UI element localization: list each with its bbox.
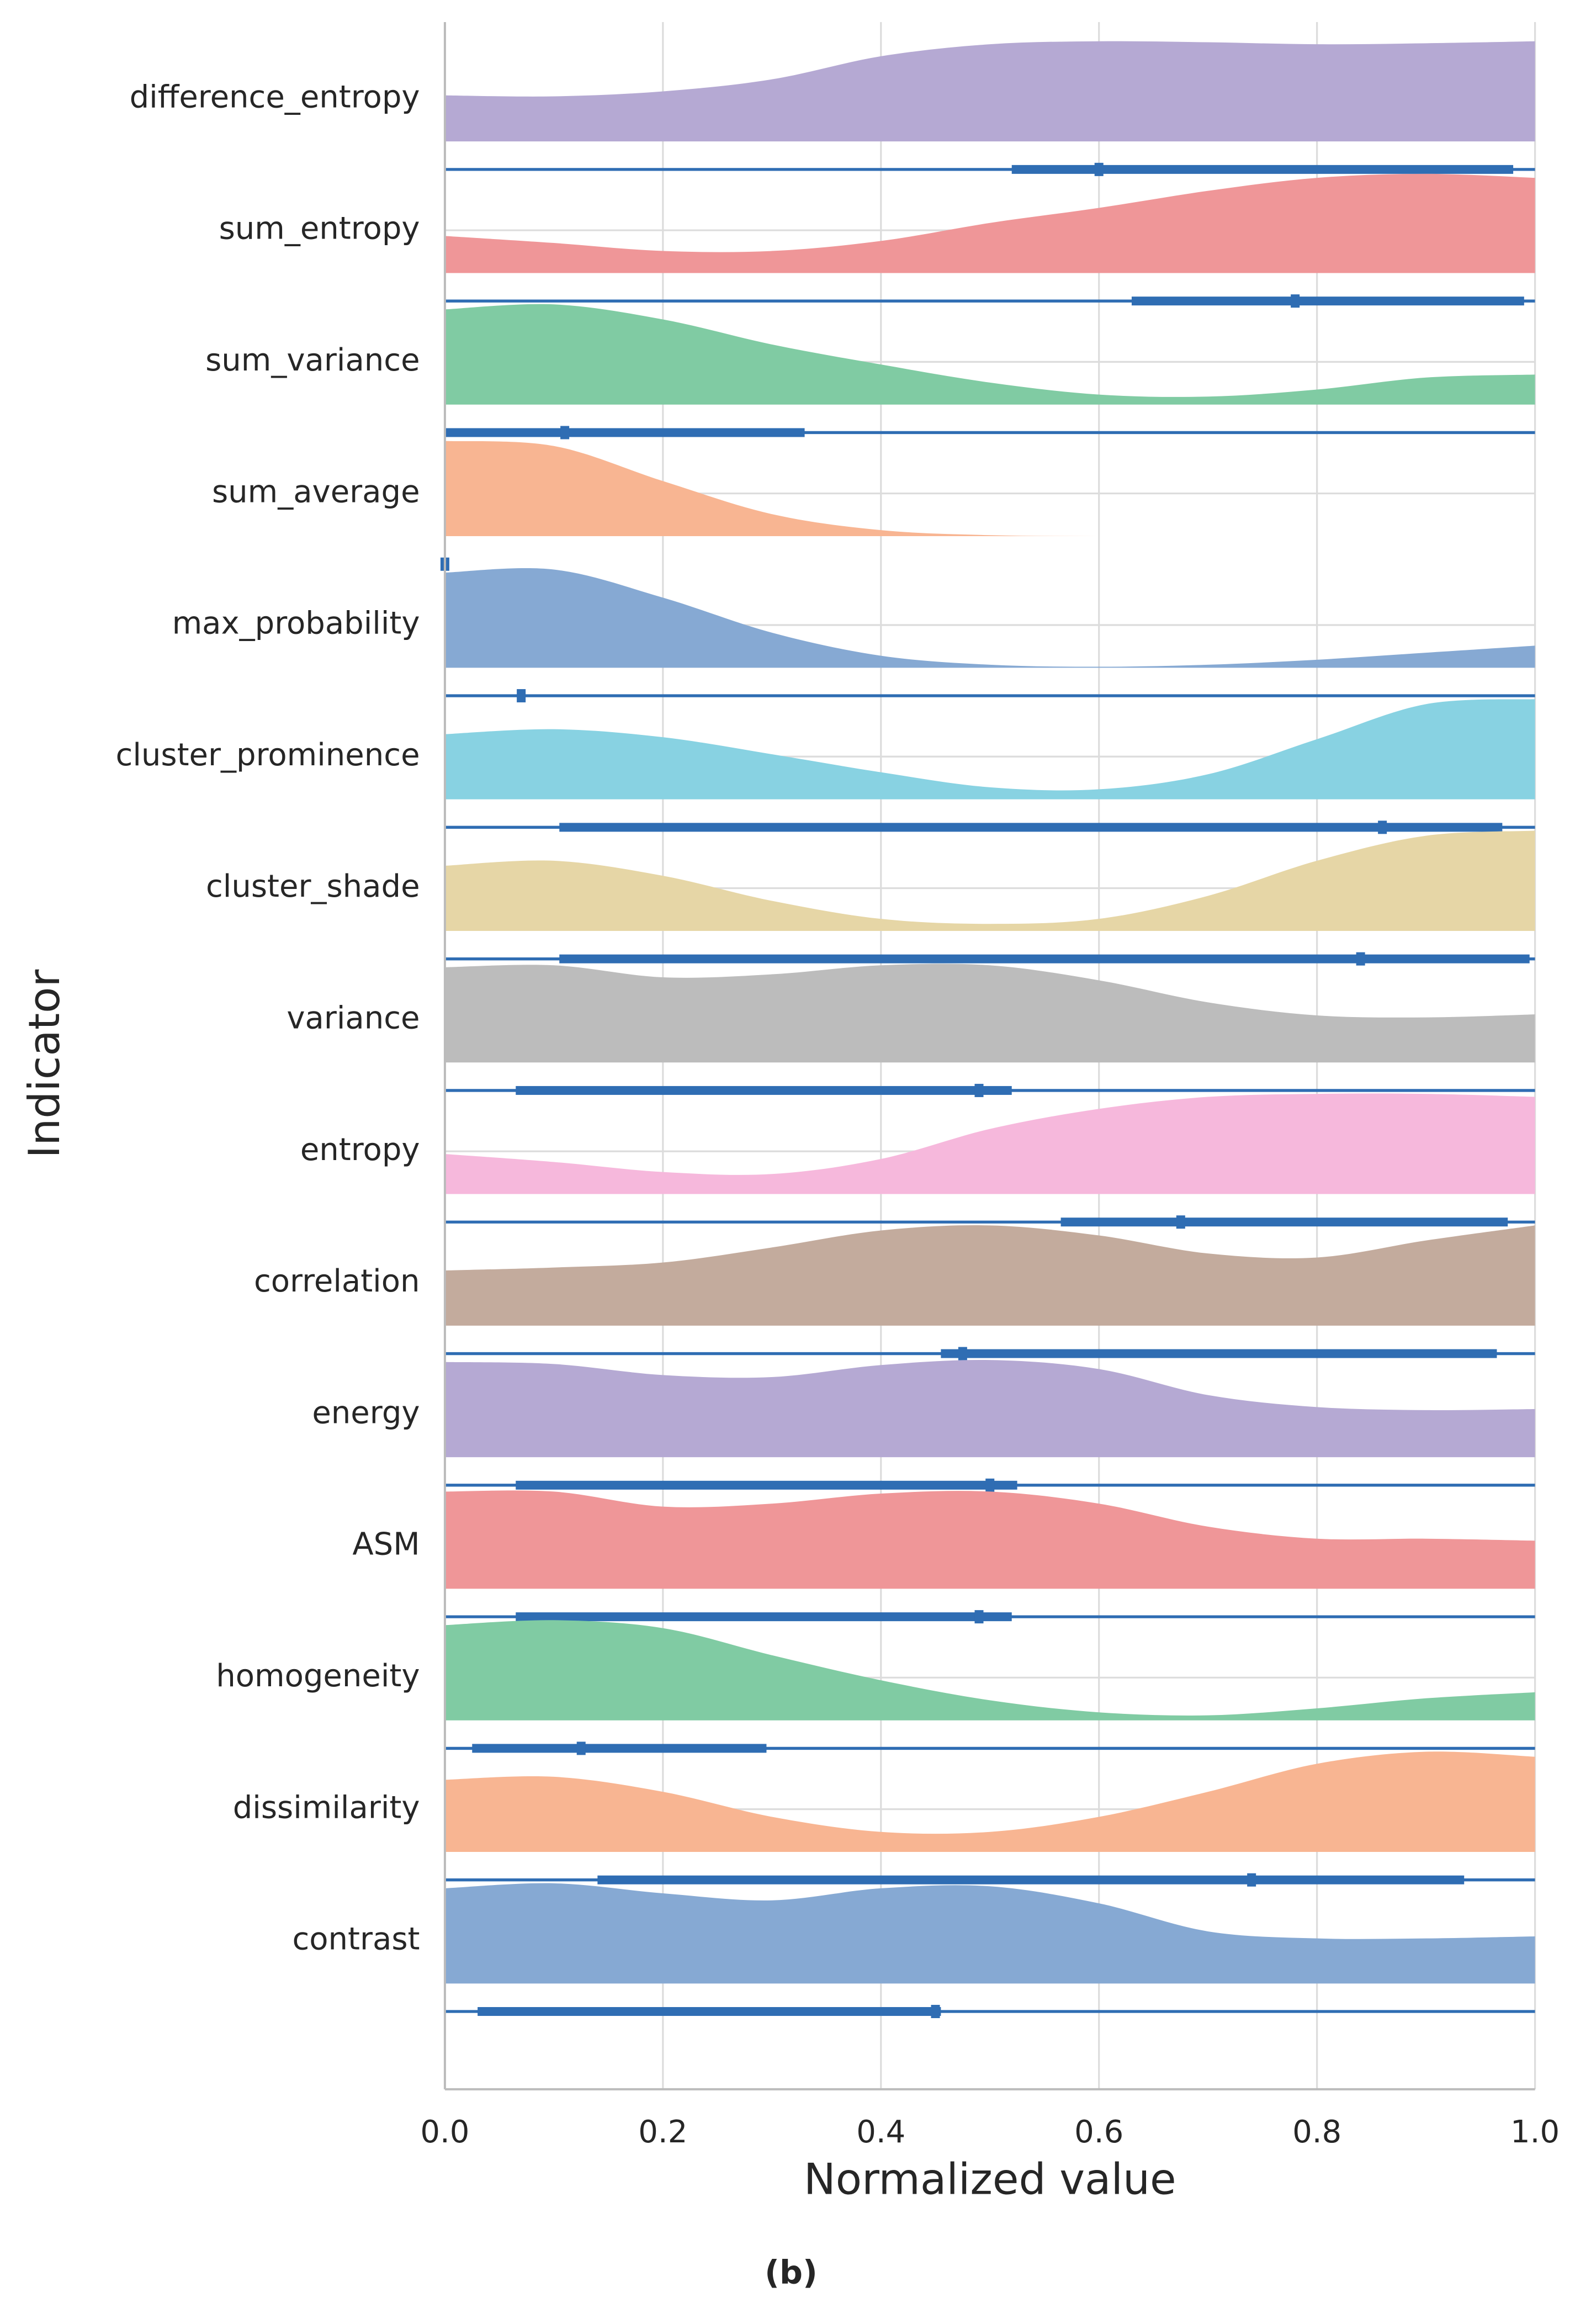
density-area: [444, 699, 1535, 800]
box: [1011, 165, 1514, 174]
density-area: [444, 1620, 1535, 1720]
y-tick-label: sum_average: [212, 474, 420, 510]
median: [985, 1478, 995, 1492]
caption: (b): [765, 2254, 818, 2291]
median: [974, 1610, 984, 1624]
x-tick-label: 0.4: [856, 2114, 905, 2150]
median: [1094, 162, 1104, 176]
y-tick-label: ASM: [352, 1527, 420, 1563]
density-area: [444, 41, 1535, 142]
density-area: [444, 1225, 1535, 1326]
median: [517, 689, 526, 703]
density-area: [444, 568, 1535, 668]
y-tick-label: homogeneity: [216, 1658, 420, 1694]
box: [559, 823, 1503, 832]
box: [1131, 297, 1524, 306]
x-axis-label: Normalized value: [804, 2154, 1176, 2204]
median: [1176, 1215, 1185, 1229]
median: [1378, 820, 1387, 834]
median: [560, 426, 570, 440]
y-tick-label: max_probability: [172, 606, 420, 642]
median: [1291, 294, 1300, 308]
density-area: [444, 1883, 1535, 1984]
y-tick-label: cluster_shade: [206, 869, 420, 904]
y-tick-label: sum_variance: [205, 342, 420, 378]
density-area: [444, 830, 1535, 931]
y-tick-label: dissimilarity: [233, 1790, 420, 1825]
y-tick-label: energy: [312, 1395, 420, 1431]
x-tick-label: 0.6: [1074, 2114, 1123, 2150]
box: [478, 2007, 941, 2016]
median: [1247, 1873, 1256, 1887]
y-axis-label: Indicator: [20, 970, 70, 1158]
median: [1356, 952, 1365, 966]
box: [472, 1744, 767, 1753]
box: [1060, 1217, 1508, 1227]
density-area: [444, 173, 1535, 273]
box: [597, 1875, 1465, 1884]
median: [931, 2005, 940, 2019]
x-tick-label: 0.0: [420, 2114, 469, 2150]
y-tick-label: variance: [287, 1000, 420, 1036]
density-area: [444, 441, 1535, 537]
y-tick-label: cluster_prominence: [116, 737, 420, 773]
x-tick-label: 0.2: [638, 2114, 687, 2150]
box: [516, 1086, 1012, 1095]
median: [958, 1347, 967, 1360]
y-tick-label: entropy: [300, 1132, 420, 1168]
density-area: [444, 304, 1535, 405]
median: [576, 1741, 586, 1755]
box: [559, 954, 1530, 964]
box: [444, 428, 805, 437]
box: [516, 1480, 1017, 1490]
density-area: [444, 1490, 1535, 1589]
y-tick-label: difference_entropy: [130, 79, 420, 115]
density-area: [444, 1093, 1535, 1194]
box: [516, 1612, 1012, 1622]
y-tick-label: correlation: [254, 1263, 420, 1299]
density-area: [444, 964, 1535, 1063]
density-area: [444, 1359, 1535, 1458]
median: [974, 1083, 984, 1097]
density-area: [444, 1751, 1535, 1852]
y-tick-label: sum_entropy: [219, 211, 420, 247]
x-tick-label: 0.8: [1292, 2114, 1341, 2150]
x-tick-label: 1.0: [1510, 2114, 1560, 2150]
box: [941, 1349, 1497, 1358]
y-tick-label: contrast: [292, 1921, 420, 1957]
